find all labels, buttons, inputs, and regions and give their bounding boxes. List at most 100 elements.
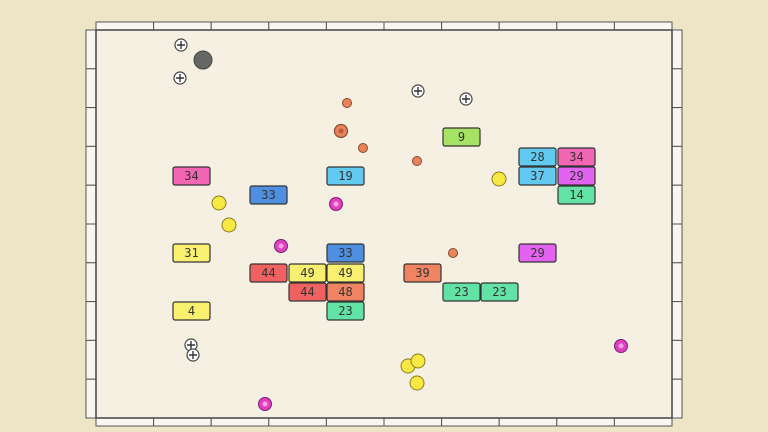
brick-hits: 9 [458,130,465,144]
orange-pickup [448,248,458,258]
wall-segment [85,339,97,380]
wall-segment [441,21,500,31]
wall-segment [85,262,97,303]
wall-segment [210,21,270,31]
wall-segment [671,378,683,419]
brick-hits: 44 [300,285,314,299]
brick-body [326,301,365,321]
brick-body [172,243,211,263]
brick-hits: 49 [300,266,314,280]
wall-segment [325,417,385,427]
brick-hits: 31 [184,246,198,260]
wall-segment [95,21,155,31]
brick: 49 [288,263,327,283]
wall-segment [556,417,615,427]
wall-segment [153,21,212,31]
brick: 23 [480,282,519,302]
brick-body [403,263,442,283]
brick-body [480,282,519,302]
brick-hits: 23 [338,304,352,318]
brick-hits: 49 [338,266,352,280]
yellow-ball [409,375,425,391]
yellow-ball [410,353,426,369]
magenta-ball-core [278,243,284,249]
brick: 29 [518,243,557,263]
orange-pickup-core [338,128,344,134]
brick-hits: 48 [338,285,352,299]
pickup-plus [176,74,184,82]
extra-ball-pickup [459,92,473,106]
brick-hits: 23 [492,285,506,299]
wall-segment [498,417,558,427]
pickup-plus [187,341,195,349]
brick: 23 [442,282,481,302]
wall-segment [85,223,97,264]
brick: 19 [326,166,365,186]
brick: 23 [326,301,365,321]
bricks: 9 28 34 34 19 37 29 33 14 31 33 29 44 49 49 39 44 48 23 23 4… [172,127,596,321]
brick-hits: 14 [569,188,583,202]
wall-segment [671,107,683,147]
wall-segment [613,417,673,427]
brick-body [518,147,557,167]
brick: 4 [172,301,211,321]
wall-segment [85,107,97,147]
wall-segment [671,301,683,341]
wall-segment [85,184,97,225]
extra-ball-pickup [411,84,425,98]
brick-body [557,166,596,186]
orange-pickup [342,98,352,108]
yellow-ball [221,217,237,233]
wall-segment [153,417,212,427]
objects [173,38,628,411]
orange-pickup [358,143,368,153]
brick-body [557,185,596,205]
brick-hits: 34 [184,169,198,183]
brick-body [442,282,481,302]
brick: 48 [326,282,365,302]
wall-segment [85,29,97,70]
brick: 33 [249,185,288,205]
wall-segment [556,21,615,31]
pickup-plus [462,95,470,103]
brick-body [557,147,596,167]
wall-segment [671,145,683,186]
wall-segment [671,262,683,303]
wall-segment [210,417,270,427]
wall-segment [498,21,558,31]
brick-hits: 33 [338,246,352,260]
playfield [95,29,673,419]
brick-body [518,166,557,186]
wall-segment [268,21,327,31]
brick-hits: 44 [261,266,275,280]
wall-segment [325,21,385,31]
brick: 37 [518,166,557,186]
brick: 9 [442,127,481,147]
brick-body [172,166,211,186]
brick-body [442,127,481,147]
magenta-ball-core [618,343,624,349]
extra-ball-pickup [186,348,200,362]
wall-segment [85,301,97,341]
brick-hits: 34 [569,150,583,164]
brick-body [249,185,288,205]
brick: 29 [557,166,596,186]
extra-ball-pickup [174,38,188,52]
brick: 44 [249,263,288,283]
wall-segment [671,184,683,225]
brick-hits: 37 [530,169,544,183]
orange-pickup [412,156,422,166]
extra-ball-pickup [173,71,187,85]
wall-segment [383,417,443,427]
brick-body [518,243,557,263]
brick-hits: 39 [415,266,429,280]
brick: 39 [403,263,442,283]
magenta-ball-core [333,201,339,207]
wall-segment [85,68,97,109]
brick-body [326,263,365,283]
brick: 34 [172,166,211,186]
brick-hits: 33 [261,188,275,202]
wall-segment [671,223,683,264]
wall-segment [441,417,500,427]
wall-segment [671,29,683,70]
